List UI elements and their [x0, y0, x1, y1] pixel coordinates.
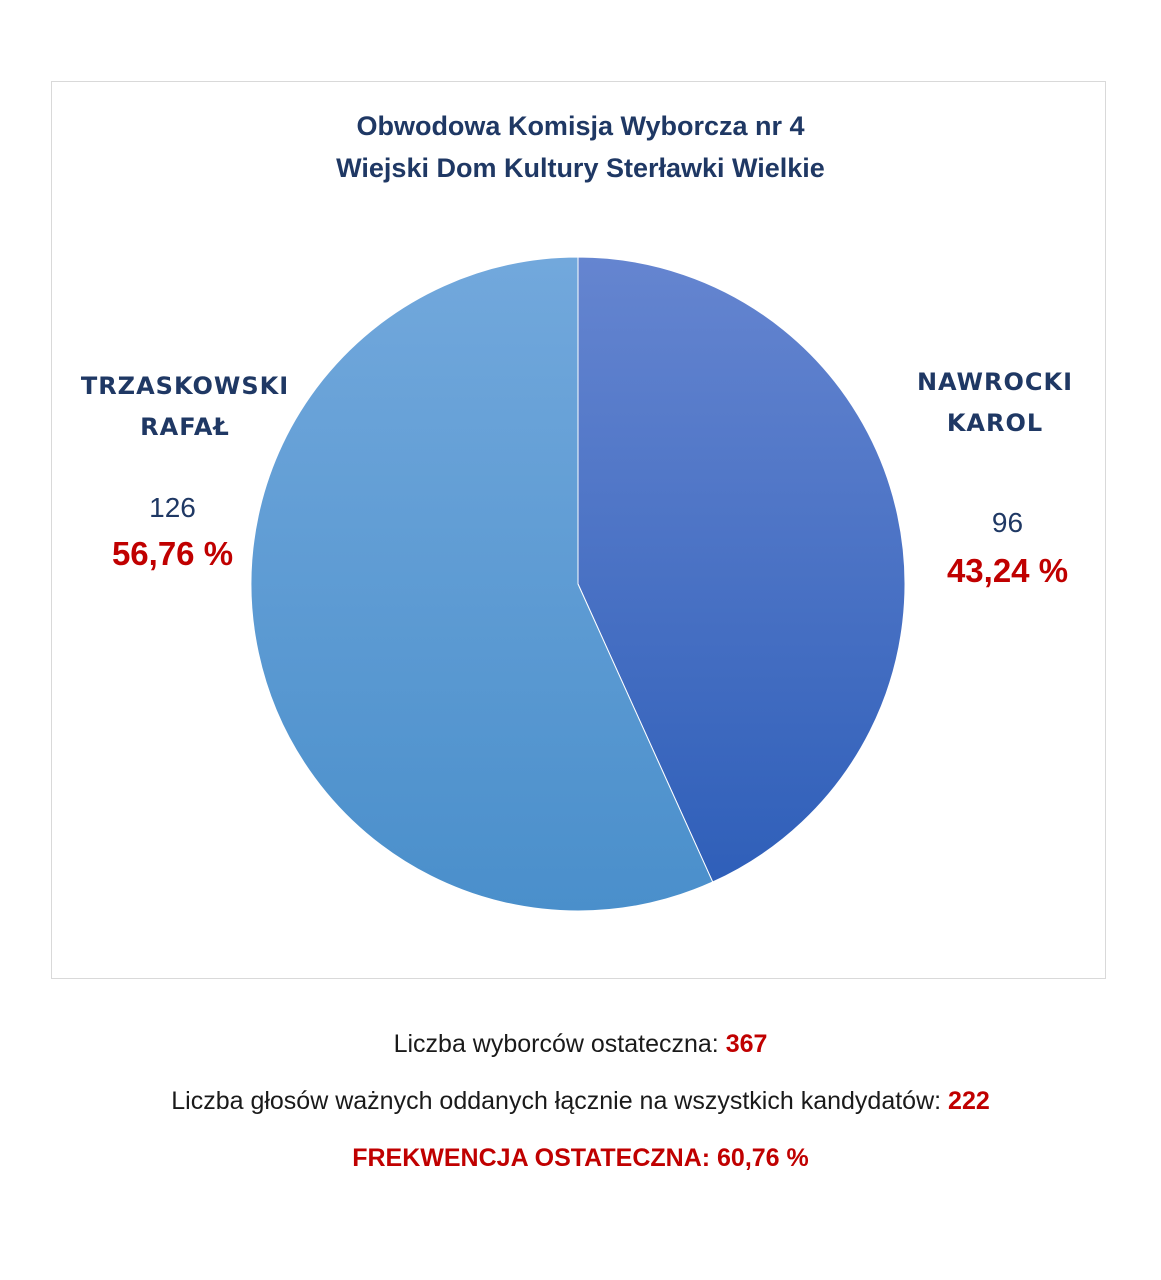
nawrocki-votes: 96 [991, 507, 1024, 538]
valid-votes-line: Liczba głosów ważnych oddanych łącznie n… [0, 1087, 1161, 1116]
turnout-line: FREKWENCJA OSTATECZNA: 60,76 % [352, 1144, 809, 1172]
valid-votes-value: 222 [948, 1087, 990, 1115]
pie-slice-trzaskowski [250, 256, 714, 912]
nawrocki-label-line2: KAROL [946, 409, 1044, 437]
trzaskowski-label-line2: RAFAŁ [140, 413, 230, 441]
voters-count-line: Liczba wyborców ostateczna: 367 [0, 1030, 1161, 1059]
valid-votes-label: Liczba głosów ważnych oddanych łącznie n… [171, 1087, 942, 1115]
voters-count-value: 367 [725, 1030, 768, 1058]
trzaskowski-votes: 126 [149, 492, 196, 523]
nawrocki-label-line1: NAWROCKI [916, 368, 1074, 396]
voters-count-label: Liczba wyborców ostateczna: [393, 1030, 719, 1058]
trzaskowski-percent: 56,76 % [111, 535, 234, 572]
pie-slice-nawrocki [577, 256, 906, 883]
nawrocki-percent: 43,24 % [946, 552, 1069, 589]
chart-subtitle: Wiejski Dom Kultury Sterławki Wielkie [336, 153, 825, 183]
nawrocki-label: NAWROCKI KAROL [855, 362, 1135, 444]
chart-title: Obwodowa Komisja Wyborcza nr 4 [356, 111, 805, 141]
trzaskowski-label: TRZASKOWSKI RAFAŁ [45, 366, 325, 448]
trzaskowski-label-line1: TRZASKOWSKI [80, 372, 290, 400]
